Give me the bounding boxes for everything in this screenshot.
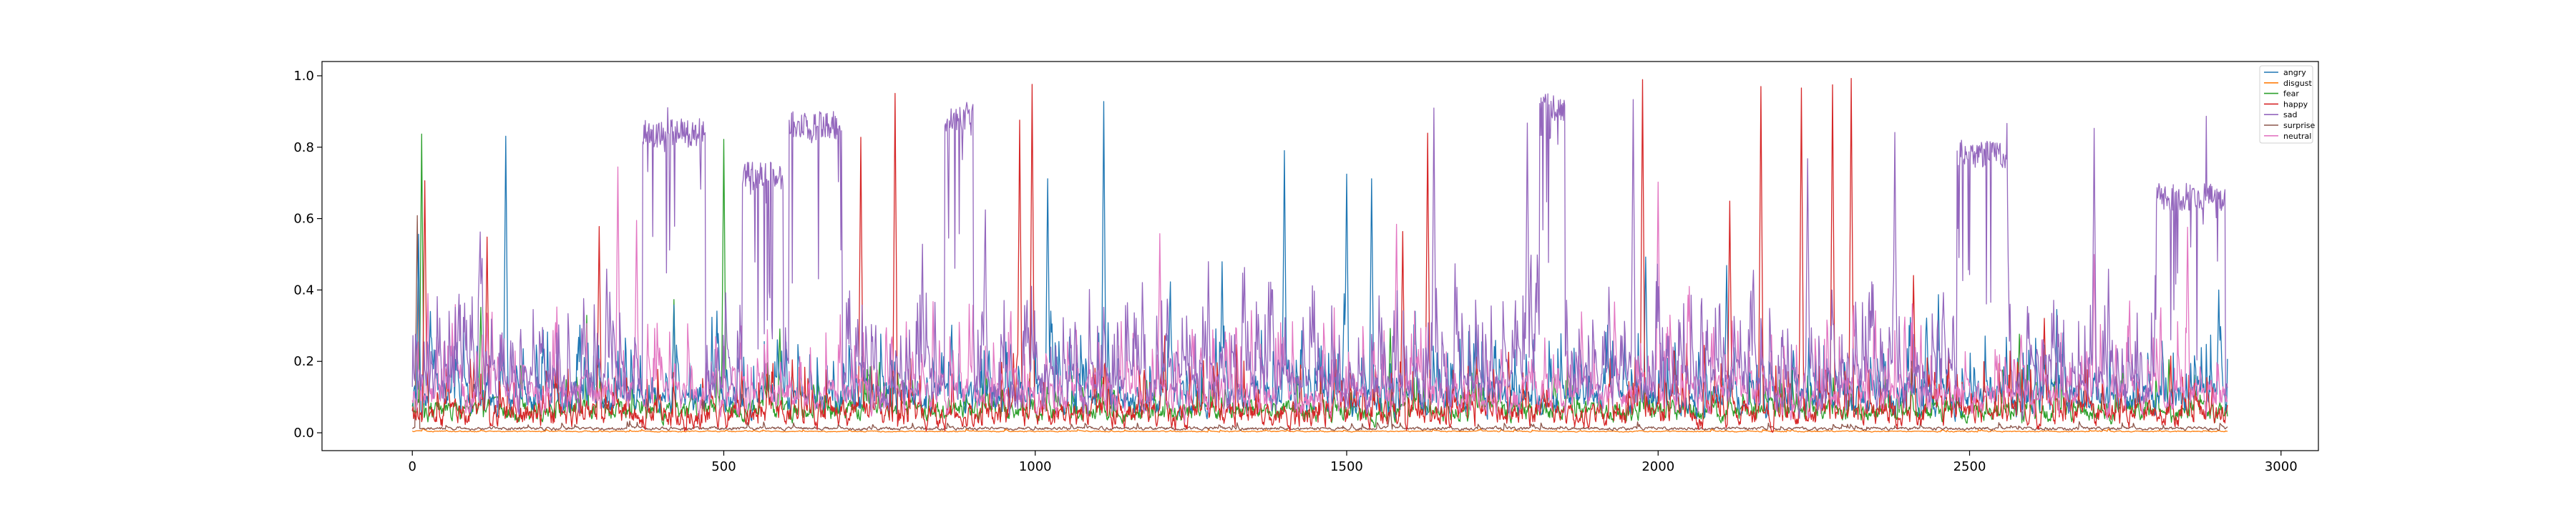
x-tick-label: 1000 — [1019, 459, 1052, 474]
legend-label-surprise: surprise — [2283, 121, 2316, 130]
y-tick-label: 0.2 — [293, 354, 314, 369]
legend-box — [2259, 65, 2313, 144]
series-lines — [411, 77, 2228, 433]
x-tick-label: 500 — [711, 459, 736, 474]
legend-label-angry: angry — [2283, 68, 2306, 77]
legend-label-happy: happy — [2283, 99, 2308, 109]
plot-frame — [321, 61, 2319, 451]
x-tick-label: 3000 — [2265, 459, 2298, 474]
x-tick-label: 0 — [408, 459, 416, 474]
series-line-disgust — [411, 427, 2228, 433]
y-tick-label: 0.4 — [293, 283, 314, 298]
y-tick-label: 0.6 — [293, 212, 314, 227]
y-axis: 0.0 0.2 0.4 0.6 0.8 1.0 — [293, 69, 322, 441]
legend-label-disgust: disgust — [2283, 79, 2312, 88]
x-tick-label: 1500 — [1330, 459, 1363, 474]
series-line-surprise — [412, 215, 2228, 431]
legend-label-neutral: neutral — [2283, 132, 2311, 141]
series-line-sad — [411, 93, 2228, 421]
series-line-happy — [411, 77, 2228, 433]
y-tick-label: 0.8 — [293, 140, 314, 155]
x-tick-label: 2000 — [1641, 459, 1674, 474]
y-tick-label: 0.0 — [293, 426, 314, 441]
x-axis: 0 500 1000 1500 2000 2500 3000 — [408, 451, 2298, 474]
y-tick-label: 1.0 — [293, 69, 314, 84]
legend-label-fear: fear — [2283, 89, 2299, 99]
series-line-neutral — [411, 166, 2228, 423]
x-tick-label: 2500 — [1953, 459, 1986, 474]
legend-label-sad: sad — [2283, 110, 2297, 119]
